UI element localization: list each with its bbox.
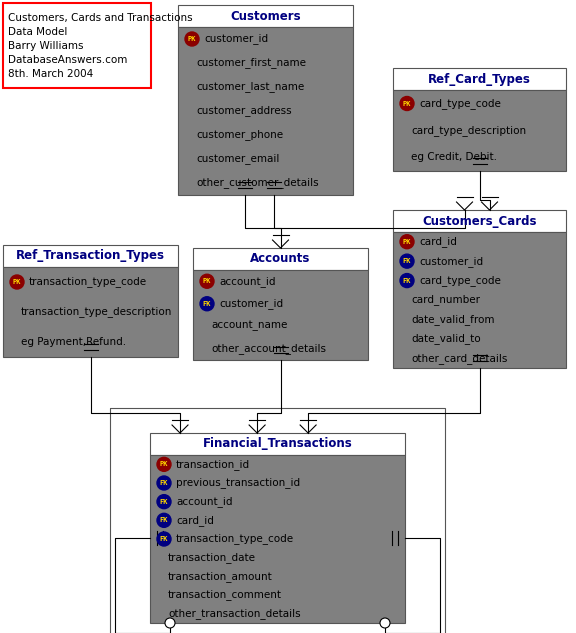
Text: account_id: account_id: [219, 276, 275, 287]
Circle shape: [157, 532, 171, 546]
Text: transaction_date: transaction_date: [168, 552, 256, 563]
Text: Ref_Card_Types: Ref_Card_Types: [428, 73, 531, 85]
Text: eg Payment,Refund.: eg Payment,Refund.: [21, 337, 126, 347]
Text: PK: PK: [13, 279, 21, 285]
Text: Accounts: Accounts: [251, 253, 310, 265]
Bar: [193, 248, 368, 270]
Text: PK: PK: [403, 239, 411, 245]
Circle shape: [400, 96, 414, 111]
Text: date_valid_from: date_valid_from: [411, 314, 495, 325]
Circle shape: [200, 274, 214, 288]
Circle shape: [157, 494, 171, 509]
Text: Customers: Customers: [230, 9, 301, 23]
Text: customer_first_name: customer_first_name: [196, 58, 306, 68]
Text: Customers, Cards and Transactions: Customers, Cards and Transactions: [8, 13, 192, 23]
Text: FK: FK: [160, 517, 168, 523]
Bar: [3, 267, 178, 357]
Text: PK: PK: [203, 279, 211, 284]
Bar: [150, 455, 405, 623]
Bar: [393, 68, 566, 90]
Bar: [178, 27, 353, 195]
Circle shape: [400, 235, 414, 249]
Circle shape: [165, 618, 175, 628]
Text: transaction_id: transaction_id: [176, 459, 250, 470]
Text: 8th. March 2004: 8th. March 2004: [8, 69, 93, 79]
Text: previous_transaction_id: previous_transaction_id: [176, 477, 300, 489]
Text: PK: PK: [403, 101, 411, 106]
Text: other_account_details: other_account_details: [211, 343, 326, 354]
Text: eg Credit, Debit.: eg Credit, Debit.: [411, 153, 497, 163]
Text: card_id: card_id: [176, 515, 214, 526]
Circle shape: [200, 297, 214, 311]
Text: FK: FK: [160, 499, 168, 505]
Bar: [393, 210, 566, 232]
Text: PK: PK: [188, 36, 196, 42]
Circle shape: [185, 32, 199, 46]
Text: FK: FK: [203, 301, 211, 307]
Circle shape: [157, 513, 171, 527]
Text: card_type_description: card_type_description: [411, 125, 526, 136]
Text: transaction_comment: transaction_comment: [168, 589, 282, 601]
Text: FK: FK: [403, 258, 411, 264]
Circle shape: [10, 275, 24, 289]
Text: FK: FK: [403, 278, 411, 284]
Text: customer_id: customer_id: [204, 34, 268, 44]
Text: card_number: card_number: [411, 294, 480, 306]
Text: FK: FK: [160, 536, 168, 542]
Text: other_customer_details: other_customer_details: [196, 177, 319, 189]
Text: customer_id: customer_id: [419, 256, 483, 266]
Circle shape: [380, 618, 390, 628]
Text: card_type_code: card_type_code: [419, 98, 501, 109]
Text: transaction_type_description: transaction_type_description: [21, 306, 172, 318]
Text: customer_phone: customer_phone: [196, 130, 283, 141]
Text: card_id: card_id: [419, 236, 457, 247]
Bar: [178, 5, 353, 27]
Text: PK: PK: [160, 461, 168, 467]
Text: DatabaseAnswers.com: DatabaseAnswers.com: [8, 55, 127, 65]
Text: Ref_Transaction_Types: Ref_Transaction_Types: [16, 249, 165, 263]
Text: transaction_type_code: transaction_type_code: [29, 277, 147, 287]
Text: other_transaction_details: other_transaction_details: [168, 608, 301, 619]
Text: customer_email: customer_email: [196, 154, 279, 165]
Text: Barry Williams: Barry Williams: [8, 41, 84, 51]
Text: Customers_Cards: Customers_Cards: [422, 215, 537, 227]
Bar: [193, 270, 368, 360]
Bar: [110, 408, 445, 633]
Text: FK: FK: [160, 480, 168, 486]
Bar: [393, 90, 566, 171]
Bar: [3, 245, 178, 267]
Text: card_type_code: card_type_code: [419, 275, 501, 286]
Text: date_valid_to: date_valid_to: [411, 334, 480, 344]
Bar: [393, 232, 566, 368]
Text: Data Model: Data Model: [8, 27, 67, 37]
Circle shape: [400, 254, 414, 268]
Text: Financial_Transactions: Financial_Transactions: [203, 437, 353, 451]
Bar: [150, 433, 405, 455]
Text: customer_last_name: customer_last_name: [196, 82, 304, 92]
Circle shape: [400, 273, 414, 287]
Circle shape: [157, 476, 171, 490]
Text: account_id: account_id: [176, 496, 233, 507]
Text: account_name: account_name: [211, 321, 287, 332]
Text: transaction_type_code: transaction_type_code: [176, 534, 294, 544]
Text: customer_address: customer_address: [196, 106, 291, 116]
Text: customer_id: customer_id: [219, 298, 283, 309]
Text: other_card_details: other_card_details: [411, 353, 507, 364]
Circle shape: [157, 457, 171, 472]
Bar: [3, 3, 151, 88]
Text: transaction_amount: transaction_amount: [168, 571, 273, 582]
